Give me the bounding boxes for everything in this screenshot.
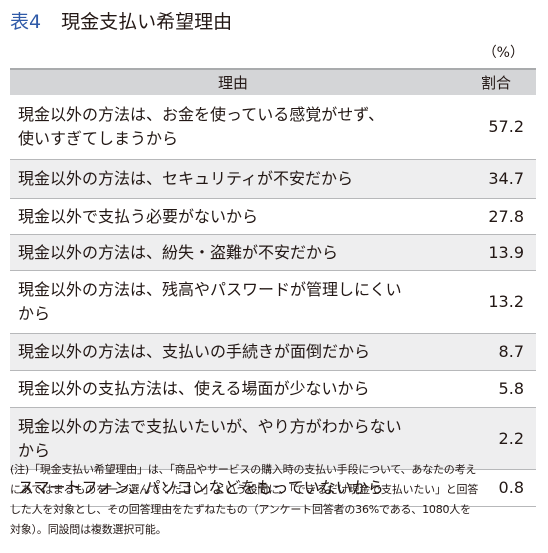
- reason-line: 現金以外の方法で支払いたいが、やり方がわからない: [18, 416, 402, 436]
- share-cell: 13.2: [456, 271, 536, 334]
- footnote-line: 対象）。同設問は複数選択可能。: [10, 523, 167, 536]
- reason-line: 現金以外の方法は、紛失・盗難が不安だから: [18, 242, 339, 262]
- table-number: 表4: [10, 11, 42, 33]
- footnote: (注)「現金支払い希望理由」は、「商品やサービスの購入時の支払い手段について、あ…: [10, 460, 542, 540]
- share-cell: 34.7: [456, 160, 536, 199]
- share-cell: 27.8: [456, 199, 536, 235]
- share-cell: 57.2: [456, 95, 536, 160]
- reason-line: スマートフォン、パソコンなどをもっていないから: [18, 478, 384, 497]
- reason-cell: スマートフォン、パソコンなどをもっていないから: [10, 470, 456, 507]
- footnote-line: した人を対象とし、その回答理由をたずねたもの（アンケート回答者の36%である、1…: [10, 503, 471, 516]
- table-header-row: 理由 割合: [10, 68, 536, 95]
- reason-line: 現金以外の方法は、セキュリティが不安だから: [18, 169, 354, 188]
- table-row: スマートフォン、パソコンなどをもっていないから 0.8: [10, 470, 536, 507]
- reason-line: 現金以外の方法は、残高やパスワードが管理しにくい: [18, 280, 402, 299]
- header-reason: 理由: [10, 68, 456, 95]
- reason-cell: 現金以外の方法は、支払いの手続きが面倒だから: [10, 334, 456, 371]
- share-cell: 8.7: [456, 334, 536, 371]
- reason-line: 使いすぎてしまうから: [18, 129, 179, 148]
- reason-line: 現金以外の方法は、支払いの手続きが面倒だから: [18, 342, 371, 361]
- table-row: 現金以外の方法は、紛失・盗難が不安だから 13.9: [10, 235, 536, 271]
- reasons-table: 理由 割合 現金以外の方法は、お金を使っている感覚がせず、 使いすぎてしまうから …: [10, 68, 536, 507]
- reason-line: 現金以外で支払う必要がないから: [18, 206, 259, 226]
- footnote-line: にあてはまるものを一つ選んでください」という設問に、「できるだけ現金で支払いたい…: [10, 483, 479, 496]
- reason-line: 現金以外の方法は、お金を使っている感覚がせず、: [18, 105, 385, 124]
- share-cell: 5.8: [456, 371, 536, 408]
- reason-cell: 現金以外の方法は、お金を使っている感覚がせず、 使いすぎてしまうから: [10, 95, 456, 160]
- share-cell: 2.2: [456, 408, 536, 470]
- table-row: 現金以外の方法は、お金を使っている感覚がせず、 使いすぎてしまうから 57.2: [10, 95, 536, 160]
- table-row: 現金以外の方法は、残高やパスワードが管理しにくい から 13.2: [10, 271, 536, 334]
- share-cell: 13.9: [456, 235, 536, 271]
- unit-label: （%）: [482, 45, 524, 61]
- reason-cell: 現金以外の方法は、残高やパスワードが管理しにくい から: [10, 271, 456, 334]
- reason-line: から: [18, 304, 51, 323]
- table-title: 表4 現金支払い希望理由: [10, 10, 232, 34]
- reason-cell: 現金以外で支払う必要がないから: [10, 199, 456, 235]
- table-row: 現金以外の支払方法は、使える場面が少ないから 5.8: [10, 371, 536, 408]
- reason-line: 現金以外の支払方法は、使える場面が少ないから: [18, 379, 370, 398]
- table-row: 現金以外で支払う必要がないから 27.8: [10, 199, 536, 235]
- header-share: 割合: [456, 68, 536, 95]
- reason-cell: 現金以外の方法は、セキュリティが不安だから: [10, 160, 456, 199]
- reason-cell: 現金以外の方法は、紛失・盗難が不安だから: [10, 235, 456, 271]
- table-title-text: 現金支払い希望理由: [61, 11, 233, 33]
- table-row: 現金以外の方法は、支払いの手続きが面倒だから 8.7: [10, 334, 536, 371]
- reason-line: から: [18, 440, 51, 460]
- reason-cell: 現金以外の支払方法は、使える場面が少ないから: [10, 371, 456, 408]
- reason-cell: 現金以外の方法で支払いたいが、やり方がわからない から: [10, 408, 456, 470]
- table-row: 現金以外の方法で支払いたいが、やり方がわからない から 2.2: [10, 408, 536, 470]
- footnote-line: (注)「現金支払い希望理由」は、「商品やサービスの購入時の支払い手段について、あ…: [10, 463, 477, 476]
- table-row: 現金以外の方法は、セキュリティが不安だから 34.7: [10, 160, 536, 199]
- share-cell: 0.8: [456, 470, 536, 507]
